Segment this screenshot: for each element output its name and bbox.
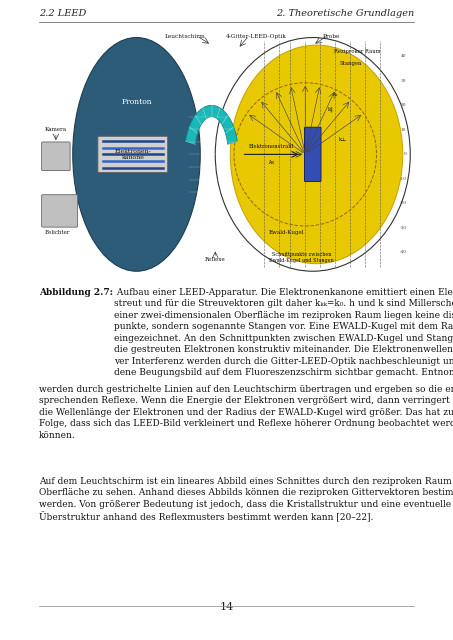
Text: 0: 0 bbox=[404, 152, 406, 156]
Ellipse shape bbox=[73, 38, 200, 271]
Text: k⊥: k⊥ bbox=[339, 137, 347, 142]
FancyBboxPatch shape bbox=[42, 195, 77, 227]
Text: -40: -40 bbox=[400, 250, 406, 254]
Text: Ewald-Kugel: Ewald-Kugel bbox=[269, 230, 304, 235]
Text: -20: -20 bbox=[400, 202, 406, 205]
Text: Fronton: Fronton bbox=[121, 98, 152, 106]
Text: Belichter: Belichter bbox=[45, 230, 71, 235]
Text: -30: -30 bbox=[400, 226, 406, 230]
Text: Reziproker Raum: Reziproker Raum bbox=[333, 49, 380, 54]
Polygon shape bbox=[186, 106, 237, 144]
Text: Auf dem Leuchtschirm ist ein lineares Abbild eines Schnittes durch den reziproke: Auf dem Leuchtschirm ist ein lineares Ab… bbox=[39, 477, 453, 523]
Text: Abbildung 2.7:: Abbildung 2.7: bbox=[39, 288, 113, 297]
Text: Schnittpunkte zwischen
Ewald-Kugel und Stangen: Schnittpunkte zwischen Ewald-Kugel und S… bbox=[269, 252, 334, 263]
Text: k₀: k₀ bbox=[268, 160, 275, 165]
FancyBboxPatch shape bbox=[304, 127, 321, 182]
Ellipse shape bbox=[230, 45, 403, 264]
Text: Kamera: Kamera bbox=[45, 127, 67, 132]
Text: Stangen: Stangen bbox=[339, 61, 361, 67]
Text: k‖: k‖ bbox=[328, 106, 333, 112]
Text: Elektronenstrahl: Elektronenstrahl bbox=[249, 144, 294, 148]
Text: 2. Theoretische Grundlagen: 2. Theoretische Grundlagen bbox=[276, 9, 414, 18]
Text: 2.2 LEED: 2.2 LEED bbox=[39, 9, 87, 18]
Text: 4-Gitter-LEED-Optik: 4-Gitter-LEED-Optik bbox=[226, 34, 287, 39]
Text: Leuchtschirm: Leuchtschirm bbox=[165, 34, 206, 39]
Text: Reflexe: Reflexe bbox=[205, 257, 226, 262]
Text: Aufbau einer LEED-Apparatur. Die Elektronenkanone emittiert einen Elektronenstra: Aufbau einer LEED-Apparatur. Die Elektro… bbox=[114, 288, 453, 377]
Text: 40: 40 bbox=[401, 54, 406, 58]
Text: kₛ: kₛ bbox=[333, 92, 338, 97]
Text: 30: 30 bbox=[401, 79, 406, 83]
Text: werden durch gestrichelte Linien auf den Leuchtschirm übertragen und ergeben so : werden durch gestrichelte Linien auf den… bbox=[39, 385, 453, 440]
Text: 20: 20 bbox=[401, 104, 406, 108]
Text: Elektronen-
kanone: Elektronen- kanone bbox=[114, 149, 151, 160]
Ellipse shape bbox=[215, 38, 410, 271]
Text: 10: 10 bbox=[401, 128, 406, 132]
Text: -10: -10 bbox=[400, 177, 406, 181]
Text: Probe: Probe bbox=[323, 34, 340, 39]
FancyBboxPatch shape bbox=[98, 136, 168, 172]
FancyBboxPatch shape bbox=[42, 142, 70, 171]
Text: 14: 14 bbox=[219, 602, 234, 612]
